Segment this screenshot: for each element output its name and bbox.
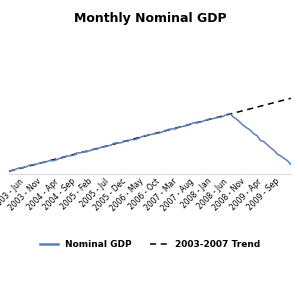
- Legend: Nominal GDP, 2003-2007 Trend: Nominal GDP, 2003-2007 Trend: [36, 237, 264, 253]
- Title: Monthly Nominal GDP: Monthly Nominal GDP: [74, 12, 226, 25]
